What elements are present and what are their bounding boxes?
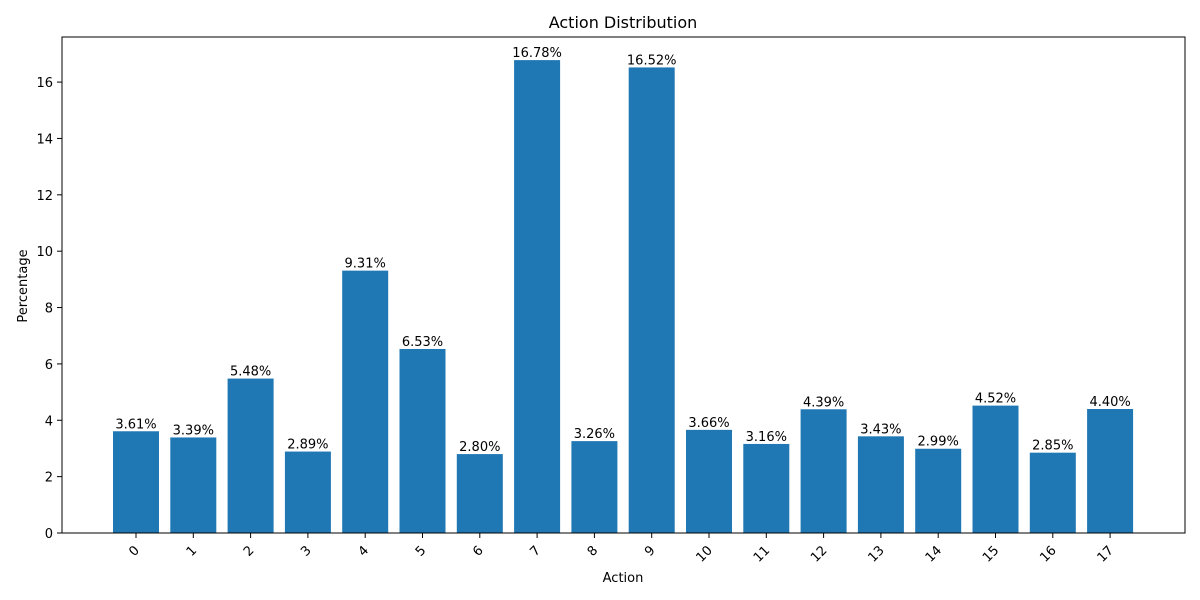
data-label-9: 16.52%	[627, 53, 677, 68]
bar-17	[1087, 409, 1134, 533]
x-axis-ticks: 0 1 2 3 4 5 6 7 8 9 10 11 12 13 14 15 16 17	[126, 533, 1117, 566]
bar-9	[628, 67, 675, 533]
x-tick-label-17: 17	[1095, 543, 1117, 565]
bar-7	[514, 60, 561, 533]
y-tick-label-10: 10	[36, 245, 53, 260]
data-label-4: 9.31%	[345, 257, 386, 272]
x-tick-label-12: 12	[808, 543, 830, 565]
x-tick-label-13: 13	[865, 543, 887, 565]
bar-6	[456, 454, 503, 533]
data-label-5: 6.53%	[402, 335, 443, 350]
x-tick-label-6: 6	[470, 543, 486, 559]
data-label-16: 2.85%	[1032, 439, 1073, 454]
x-tick-label-3: 3	[298, 543, 314, 559]
data-label-3: 2.89%	[287, 438, 328, 453]
y-axis-ticks: 0 2 4 6 8 10 12 14 16	[36, 76, 62, 542]
chart-title: Action Distribution	[549, 13, 698, 32]
data-label-14: 2.99%	[918, 435, 959, 450]
x-tick-label-11: 11	[751, 543, 773, 565]
y-tick-label-0: 0	[45, 527, 53, 542]
x-tick-label-9: 9	[642, 543, 658, 559]
y-tick-label-4: 4	[45, 414, 53, 429]
x-tick-label-5: 5	[413, 543, 429, 559]
bars-layer	[113, 60, 1134, 533]
data-label-8: 3.26%	[574, 427, 615, 442]
x-tick-label-8: 8	[585, 543, 601, 559]
bar-12	[800, 409, 847, 533]
data-label-15: 4.52%	[975, 392, 1016, 407]
y-tick-label-8: 8	[45, 302, 53, 317]
bar-5	[399, 348, 446, 533]
x-tick-label-0: 0	[126, 543, 142, 559]
data-label-13: 3.43%	[860, 422, 901, 437]
bar-14	[915, 448, 962, 533]
y-tick-label-2: 2	[45, 471, 53, 486]
bar-0	[113, 431, 159, 533]
x-tick-label-7: 7	[527, 543, 543, 559]
bar-3	[284, 451, 331, 533]
data-label-10: 3.66%	[688, 416, 729, 431]
x-tick-label-15: 15	[980, 543, 1002, 565]
bar-13	[857, 436, 904, 533]
data-label-0: 3.61%	[115, 417, 156, 432]
y-tick-label-6: 6	[45, 358, 53, 373]
y-axis-label: Percentage	[16, 249, 31, 322]
data-label-7: 16.78%	[512, 46, 562, 61]
bar-11	[743, 443, 790, 533]
data-label-2: 5.48%	[230, 365, 271, 380]
x-tick-label-14: 14	[923, 543, 945, 565]
bar-16	[1029, 452, 1076, 533]
data-label-17: 4.40%	[1089, 395, 1130, 410]
y-tick-label-16: 16	[36, 76, 53, 91]
plot-frame	[61, 36, 1186, 534]
bar-10	[686, 429, 732, 533]
x-tick-label-4: 4	[356, 543, 372, 559]
x-tick-label-10: 10	[694, 543, 716, 565]
bar-4	[342, 270, 389, 533]
y-tick-label-14: 14	[36, 132, 53, 147]
bar-8	[571, 441, 618, 533]
data-label-12: 4.39%	[803, 395, 844, 410]
x-tick-label-16: 16	[1037, 543, 1059, 565]
bar-2	[227, 378, 274, 533]
data-label-11: 3.16%	[746, 430, 787, 445]
bar-15	[972, 405, 1019, 533]
data-label-1: 3.39%	[173, 423, 214, 438]
x-tick-label-1: 1	[184, 543, 200, 559]
bar-1	[170, 437, 217, 533]
x-tick-label-2: 2	[241, 543, 257, 559]
data-labels-layer: 3.61% 3.39% 5.48% 2.89% 9.31% 6.53% 2.80% 16.78…	[115, 46, 1130, 455]
data-label-6: 2.80%	[459, 440, 500, 455]
x-axis-label: Action	[603, 571, 644, 586]
y-tick-label-12: 12	[36, 189, 53, 204]
